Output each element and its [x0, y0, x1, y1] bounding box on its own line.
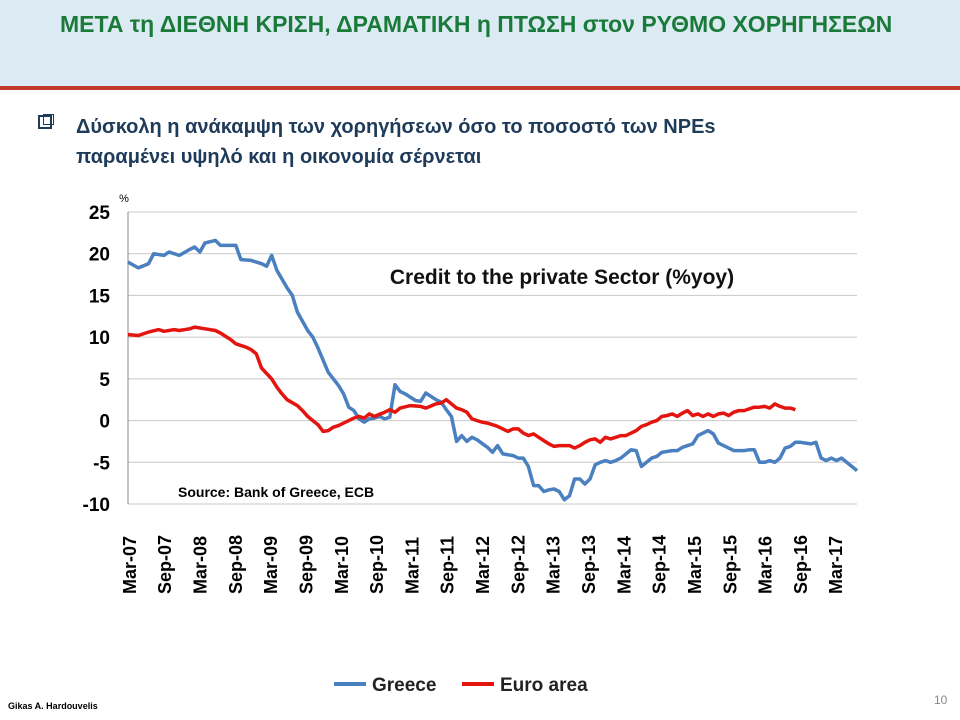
legend-label: Euro area	[500, 675, 588, 696]
x-tick-label: Mar-11	[402, 537, 422, 594]
source-note: Source: Bank of Greece, ECB	[178, 484, 374, 500]
x-tick-label: Sep-08	[226, 535, 246, 594]
legend-label: Greece	[372, 675, 436, 696]
header-divider	[0, 86, 960, 90]
x-tick-label: Sep-12	[508, 535, 528, 594]
page-number: 10	[934, 693, 948, 707]
x-tick-label: Mar-10	[332, 536, 352, 594]
x-tick-label: Sep-11	[438, 536, 458, 594]
slide-title: ΜΕΤΑ τη ΔΙΕΘΝΗ ΚΡΙΣΗ, ΔΡΑΜΑΤΙΚΗ η ΠΤΩΣΗ …	[60, 11, 893, 37]
series-line-euro-area	[127, 325, 796, 450]
checkbox-bullet-icon	[38, 114, 54, 129]
credit-chart: 25 20 15 10 5 0 -5 -10% Mar-07 Sep-07 Mar-08 Sep-08…	[83, 193, 859, 696]
y-tick-label: -5	[93, 453, 110, 474]
y-tick-label: 5	[99, 370, 110, 391]
y-tick-label: 20	[89, 245, 110, 266]
x-tick-label: Mar-09	[261, 536, 281, 594]
y-tick-label: 0	[99, 412, 110, 433]
x-tick-label: Sep-07	[155, 535, 175, 594]
bullet-line-1: Δύσκολη η ανάκαμψη των χορηγήσεων όσο το…	[76, 116, 716, 138]
x-tick-label: Mar-13	[544, 536, 564, 594]
slide-header: ΜΕΤΑ τη ΔΙΕΘΝΗ ΚΡΙΣΗ, ΔΡΑΜΑΤΙΚΗ η ΠΤΩΣΗ …	[0, 0, 960, 86]
x-tick-label: Sep-13	[579, 535, 599, 594]
bullet-line-2: παραμένει υψηλό και η οικονομία σέρνεται	[76, 146, 482, 168]
x-tick-label: Mar-07	[120, 536, 140, 594]
y-tick-label: 15	[89, 286, 111, 307]
series-line-greece	[127, 238, 859, 502]
y-tick-label: 25	[89, 203, 111, 224]
x-tick-label: Mar-14	[614, 536, 634, 594]
y-tick-label: -10	[83, 495, 110, 516]
bullet-text: Δύσκολη η ανάκαμψη των χορηγήσεων όσο το…	[76, 112, 876, 172]
x-tick-label: Mar-16	[756, 536, 776, 594]
x-tick-label: Sep-10	[367, 535, 387, 594]
x-tick-label: Sep-14	[650, 535, 670, 594]
x-tick-label: Sep-16	[791, 535, 811, 594]
x-tick-label: Mar-17	[826, 536, 846, 594]
x-tick-label: Mar-08	[190, 536, 210, 594]
y-axis-unit-label: %	[119, 193, 129, 205]
x-tick-label: Mar-12	[473, 536, 493, 594]
x-tick-label: Sep-09	[296, 535, 316, 594]
x-tick-label: Mar-15	[685, 536, 705, 594]
footer-author: Gikas A. Hardouvelis	[8, 701, 98, 711]
y-tick-label: 10	[89, 328, 110, 349]
chart-title: Credit to the private Sector (%yoy)	[390, 266, 734, 289]
x-tick-label: Sep-15	[720, 535, 740, 594]
